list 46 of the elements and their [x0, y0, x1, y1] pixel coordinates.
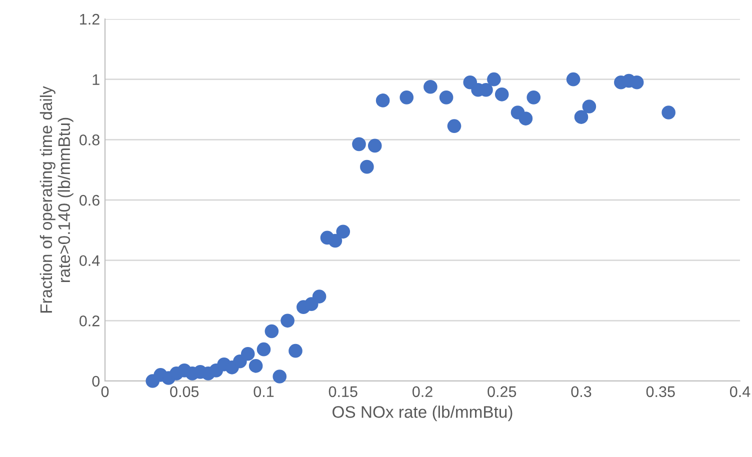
point	[248, 359, 263, 373]
point	[304, 297, 318, 311]
point	[328, 234, 342, 248]
y-tick-label: 0.4	[80, 255, 100, 266]
x-tick-label: 0	[101, 386, 109, 398]
y-tick-label: 0.8	[80, 134, 100, 146]
point	[376, 94, 390, 108]
point	[288, 344, 302, 358]
point	[487, 72, 501, 86]
point	[360, 160, 374, 174]
x-tick-label: 0.3	[571, 386, 592, 398]
point	[566, 72, 580, 86]
point	[352, 137, 366, 152]
x-tick-label: 0.2	[412, 386, 432, 398]
point	[368, 138, 382, 153]
y-tick-label: 1.2	[80, 14, 100, 25]
y-tick-label: 1	[92, 74, 100, 85]
point	[264, 324, 279, 338]
x-tick-label: 0.1	[254, 386, 274, 398]
y-tick-label: 0.2	[80, 316, 100, 326]
point	[400, 90, 414, 104]
point	[439, 90, 454, 104]
point	[424, 80, 438, 94]
point	[630, 75, 644, 90]
y-tick-label: 0.6	[80, 194, 100, 206]
point	[240, 346, 255, 361]
point	[582, 100, 596, 114]
point	[447, 119, 462, 133]
point	[312, 290, 326, 304]
point	[574, 110, 588, 124]
point	[662, 106, 676, 120]
x-tick-label: 0.4	[730, 386, 750, 398]
point	[494, 88, 509, 102]
x-tick-label: 0.25	[488, 386, 516, 398]
point	[336, 224, 350, 239]
point	[256, 342, 271, 356]
point	[526, 90, 541, 104]
y-tick-label: 0	[92, 376, 100, 387]
x-tick-label: 0.35	[646, 386, 675, 398]
point	[280, 314, 294, 328]
y-axis-title: Fraction of operating time daily rate>0.140 (lb/mmBtu)	[40, 86, 74, 313]
x-tick-label: 0.15	[328, 386, 358, 398]
point	[518, 112, 533, 126]
x-tick-label: 0.05	[170, 386, 199, 398]
point	[272, 370, 287, 384]
x-axis-title: OS NOx rate (lb/mmBtu)	[332, 406, 512, 422]
